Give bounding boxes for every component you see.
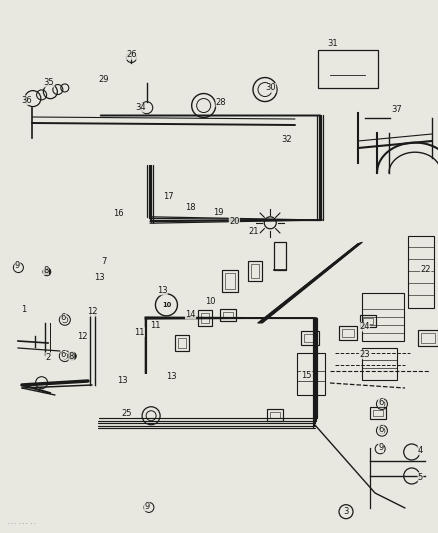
Text: 9: 9 [144,502,149,511]
Text: 6: 6 [61,313,66,321]
Text: 13: 13 [166,373,177,381]
Bar [318,50,378,88]
Text: 13: 13 [95,273,105,281]
Text: 8: 8 [43,266,49,274]
Text: - - -  - - -  - -: - - - - - - - - [8,521,35,526]
Text: 22: 22 [420,265,431,273]
Text: 6: 6 [61,350,66,359]
Text: 5: 5 [418,473,423,481]
Text: 11: 11 [134,328,145,336]
Bar [274,242,286,270]
Text: 29: 29 [99,76,109,84]
Text: 17: 17 [163,192,174,200]
Text: 6: 6 [378,398,384,407]
Text: 30: 30 [265,84,276,92]
Text: 25: 25 [122,409,132,417]
Text: 4: 4 [418,446,423,455]
Text: 12: 12 [87,308,97,316]
Bar [408,236,434,308]
Text: 24: 24 [359,322,370,331]
Text: 37: 37 [391,105,402,114]
Text: 19: 19 [213,208,223,216]
Bar [362,293,404,341]
Circle shape [68,352,76,360]
Text: 13: 13 [157,286,167,295]
Text: 7: 7 [102,257,107,265]
Text: 20: 20 [229,217,240,225]
Text: 10: 10 [205,297,215,305]
Text: 32: 32 [282,135,292,144]
Text: 6: 6 [378,425,384,433]
Text: 3: 3 [343,507,349,516]
Text: 13: 13 [117,376,128,384]
Text: 15: 15 [301,372,312,380]
Text: 31: 31 [328,39,338,48]
Text: 12: 12 [77,333,88,341]
Text: 9: 9 [15,261,20,270]
Text: 2: 2 [46,353,51,361]
Text: 26: 26 [126,51,137,59]
Text: 34: 34 [136,103,146,112]
Text: 1: 1 [21,305,27,313]
Text: 11: 11 [150,321,161,329]
Bar [362,348,397,380]
Text: 10: 10 [162,302,171,308]
Text: 8: 8 [69,352,74,360]
Text: 28: 28 [216,98,226,107]
Bar [297,353,325,395]
Text: 16: 16 [113,209,124,217]
Text: 14: 14 [185,310,196,319]
Text: 36: 36 [22,96,32,104]
Text: 18: 18 [185,204,196,212]
Circle shape [43,268,51,276]
Text: 9: 9 [378,443,384,452]
Text: 21: 21 [249,228,259,236]
Text: 23: 23 [359,350,370,359]
Text: 35: 35 [44,78,54,87]
